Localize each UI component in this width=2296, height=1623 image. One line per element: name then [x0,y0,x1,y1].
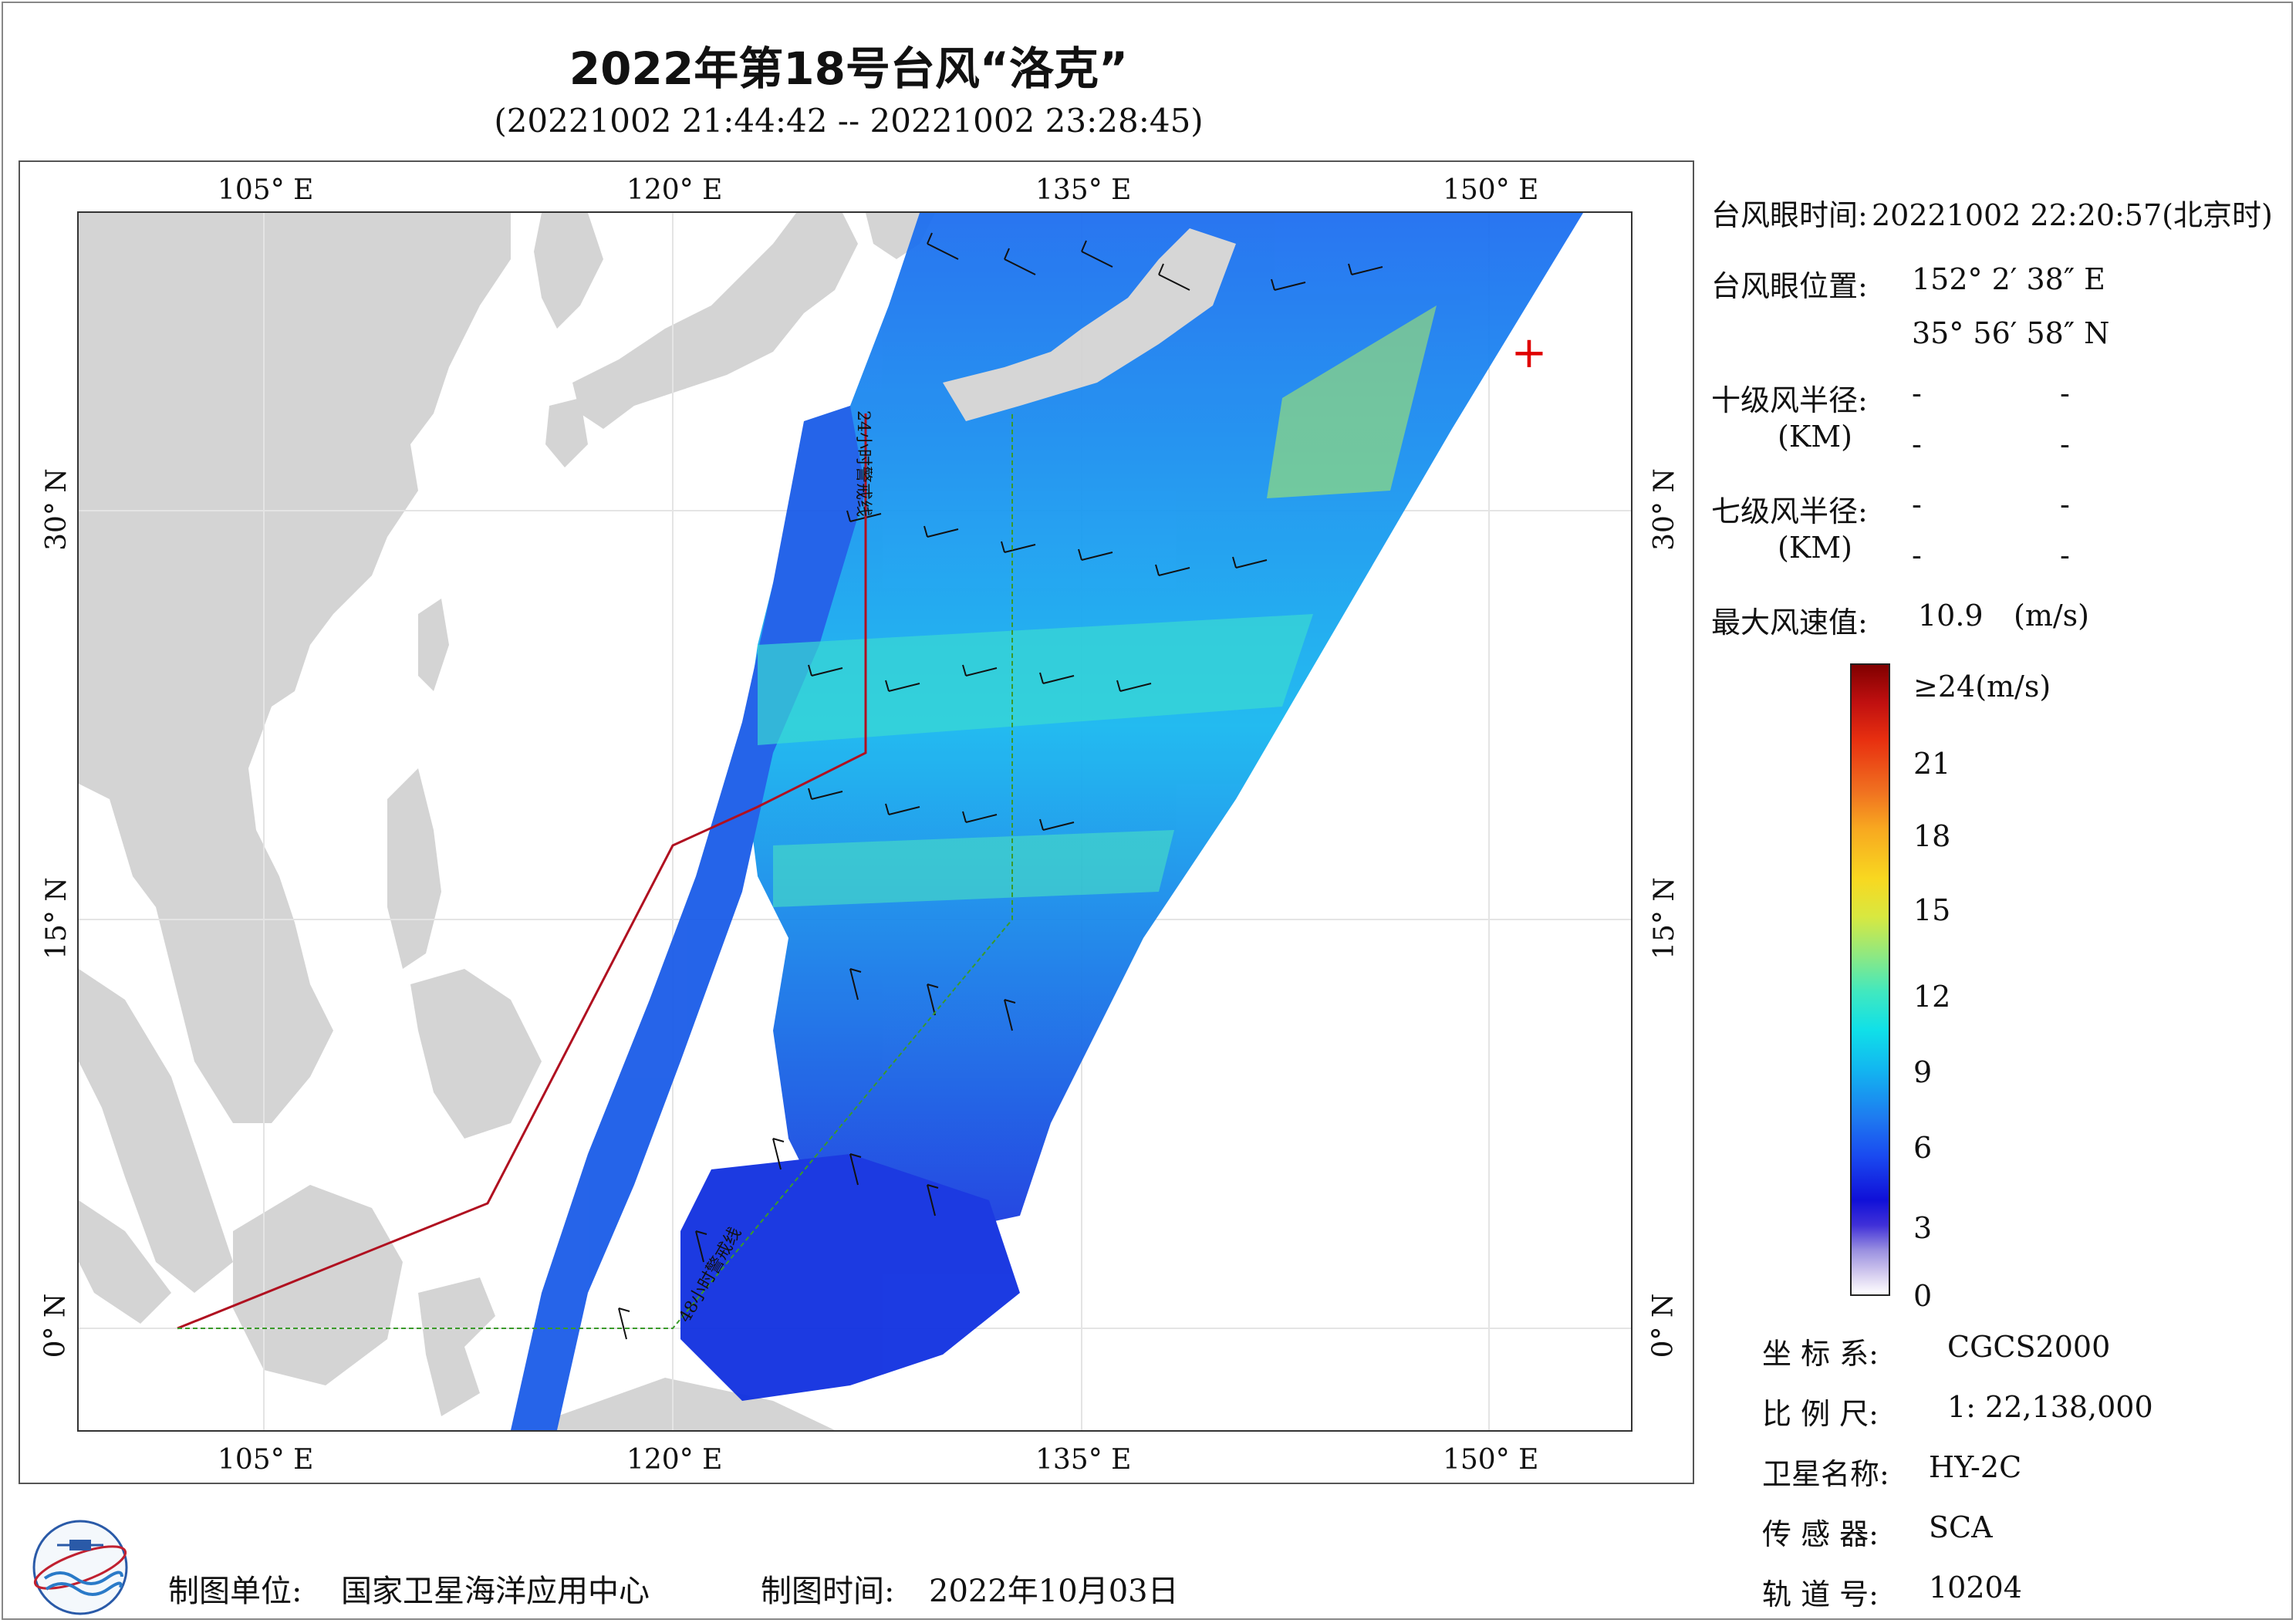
label-24h-line: 24小时警戒线 [853,410,873,517]
high-wind-belt-2 [773,830,1174,907]
r7-dash: - [1912,488,1922,521]
typhoon-eye-marker: + [1511,328,1548,378]
borneo [233,1185,403,1385]
korea [534,213,603,329]
colorbar-label: 12 [1913,980,1951,1014]
coord-label: 坐 标 系: [1762,1337,1879,1371]
mindanao-visayas [410,969,542,1139]
lon-tick-bottom: 120° E [626,1444,723,1476]
wind-barbs [618,232,1383,1340]
r10-dash: - [2060,376,2070,410]
lon-tick-top: 105° E [218,174,314,206]
map-svg: 24小时警戒线 48小时警戒线 + [79,213,1631,1430]
colorbar-label: 3 [1913,1211,1933,1245]
map-area: 24小时警戒线 48小时警戒线 + [77,211,1633,1432]
maker-label: 制图单位: [168,1574,302,1609]
lon-tick-bottom: 150° E [1443,1444,1539,1476]
made-time-label: 制图时间: [761,1574,895,1609]
map-subtitle: (20221002 21:44:42 -- 20221002 23:28:45) [494,102,1204,140]
indochina [79,969,233,1293]
nsoas-logo [29,1517,131,1618]
lon-tick-top: 135° E [1035,174,1132,206]
scale-label: 比 例 尺: [1762,1397,1879,1431]
lat-tick-left: 30° N [40,468,73,551]
eye-pos-lon: 152° 2′ 38″ E [1912,262,2105,296]
eye-pos-lat: 35° 56′ 58″ N [1912,316,2110,350]
orbit-label: 轨 道 号: [1762,1577,1879,1611]
wind-swath [511,213,1583,1430]
warning-line-48h [177,413,1013,1329]
sulawesi [418,1277,495,1416]
r7-dash: - [2060,538,2070,572]
lat-tick-right: 30° N [1648,468,1680,551]
warning-line-24h [177,413,867,1330]
coord-value: CGCS2000 [1947,1330,2111,1364]
max-wind-unit: (m/s) [2014,599,2089,633]
satellite-label: 卫星名称: [1762,1457,1889,1491]
colorbar-label: 15 [1913,893,1951,927]
kyushu [545,398,588,467]
orbit-value: 10204 [1929,1571,2022,1604]
colorbar-label: 0 [1913,1279,1933,1313]
taiwan [418,599,449,691]
r7-dash: - [1912,538,1922,572]
japan [572,213,858,429]
eye-pos-label: 台风眼位置: [1711,269,1868,303]
r7-label: 七级风半径: [1711,494,1868,528]
wind-speed-colorbar [1850,663,1890,1296]
r10-dash: - [2060,427,2070,461]
lat-tick-left: 0° N [39,1293,72,1358]
eye-time-value: 20221002 22:20:57(北京时) [1872,198,2273,232]
colorbar-label: 6 [1913,1131,1933,1165]
sensor-value: SCA [1929,1510,1993,1544]
r10-label: 十级风半径: [1711,383,1868,417]
colorbar-label: 21 [1913,747,1951,781]
asia-mainland [79,213,511,1123]
r10-dash: - [1912,376,1922,410]
lat-tick-right: 0° N [1647,1293,1680,1358]
made-time-value: 2022年10月03日 [929,1574,1179,1609]
max-wind-value: 10.9 [1918,599,1984,633]
eye-time-label: 台风眼时间: [1711,198,1868,232]
maker-value: 国家卫星海洋应用中心 [341,1574,650,1609]
lon-tick-bottom: 105° E [218,1444,314,1476]
lon-tick-top: 120° E [626,174,723,206]
new-guinea [557,1378,835,1430]
sumatra [79,1200,171,1324]
colorbar-label: ≥24(m/s) [1913,670,2051,704]
colorbar-label: 9 [1913,1055,1933,1089]
scale-value: 1: 22,138,000 [1947,1390,2153,1424]
luzon [387,768,441,969]
lon-tick-top: 150° E [1443,174,1539,206]
high-wind-ne [1267,305,1437,498]
lat-tick-right: 15° N [1648,877,1680,960]
colorbar-label: 18 [1913,819,1951,853]
sensor-label: 传 感 器: [1762,1517,1879,1551]
r7-dash: - [2060,488,2070,521]
lat-tick-left: 15° N [40,877,73,960]
max-wind-label: 最大风速值: [1711,606,1868,639]
map-title: 2022年第18号台风“洛克” [569,42,1129,95]
map-frame [19,160,1694,1484]
r10-unit: (KM) [1778,420,1852,454]
high-wind-belt [758,614,1313,745]
r10-dash: - [1912,427,1922,461]
r7-unit: (KM) [1778,531,1852,565]
satellite-value: HY-2C [1929,1450,2022,1484]
lon-tick-bottom: 135° E [1035,1444,1132,1476]
